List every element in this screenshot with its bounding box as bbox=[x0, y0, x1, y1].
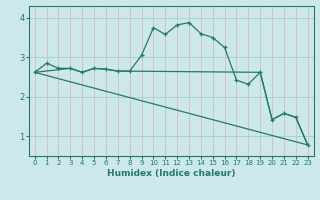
X-axis label: Humidex (Indice chaleur): Humidex (Indice chaleur) bbox=[107, 169, 236, 178]
